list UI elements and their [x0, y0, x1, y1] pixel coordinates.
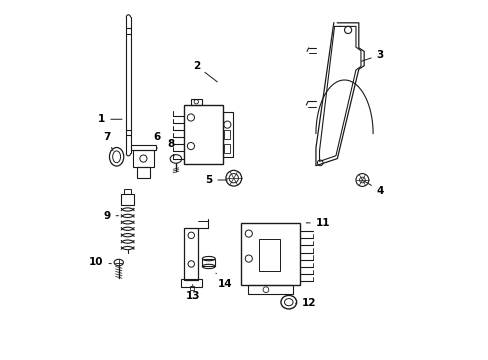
Bar — [133, 150, 153, 167]
Bar — [121, 194, 134, 204]
Text: 2: 2 — [192, 61, 217, 82]
Text: 10: 10 — [89, 257, 111, 267]
Bar — [258, 239, 280, 271]
Bar — [241, 223, 299, 285]
Text: 7: 7 — [103, 132, 113, 151]
Bar — [184, 228, 198, 280]
Bar — [223, 112, 233, 157]
Bar — [124, 189, 131, 194]
Text: 8: 8 — [167, 139, 175, 156]
Text: 12: 12 — [295, 298, 315, 308]
Bar — [131, 145, 155, 150]
Text: 14: 14 — [216, 273, 232, 289]
Text: 4: 4 — [364, 181, 383, 196]
Bar — [224, 130, 230, 139]
Bar — [202, 258, 215, 266]
Bar — [224, 144, 230, 153]
Bar — [136, 167, 150, 178]
Bar — [181, 279, 201, 287]
Bar — [247, 285, 292, 294]
Text: 9: 9 — [103, 211, 118, 221]
Bar — [190, 99, 201, 105]
Text: 13: 13 — [185, 285, 200, 301]
Text: 1: 1 — [98, 114, 122, 124]
Text: 11: 11 — [305, 218, 330, 228]
Text: 3: 3 — [361, 50, 383, 61]
Bar — [189, 287, 194, 290]
Text: 6: 6 — [153, 132, 160, 149]
Bar — [183, 105, 223, 164]
Text: 5: 5 — [205, 175, 227, 185]
